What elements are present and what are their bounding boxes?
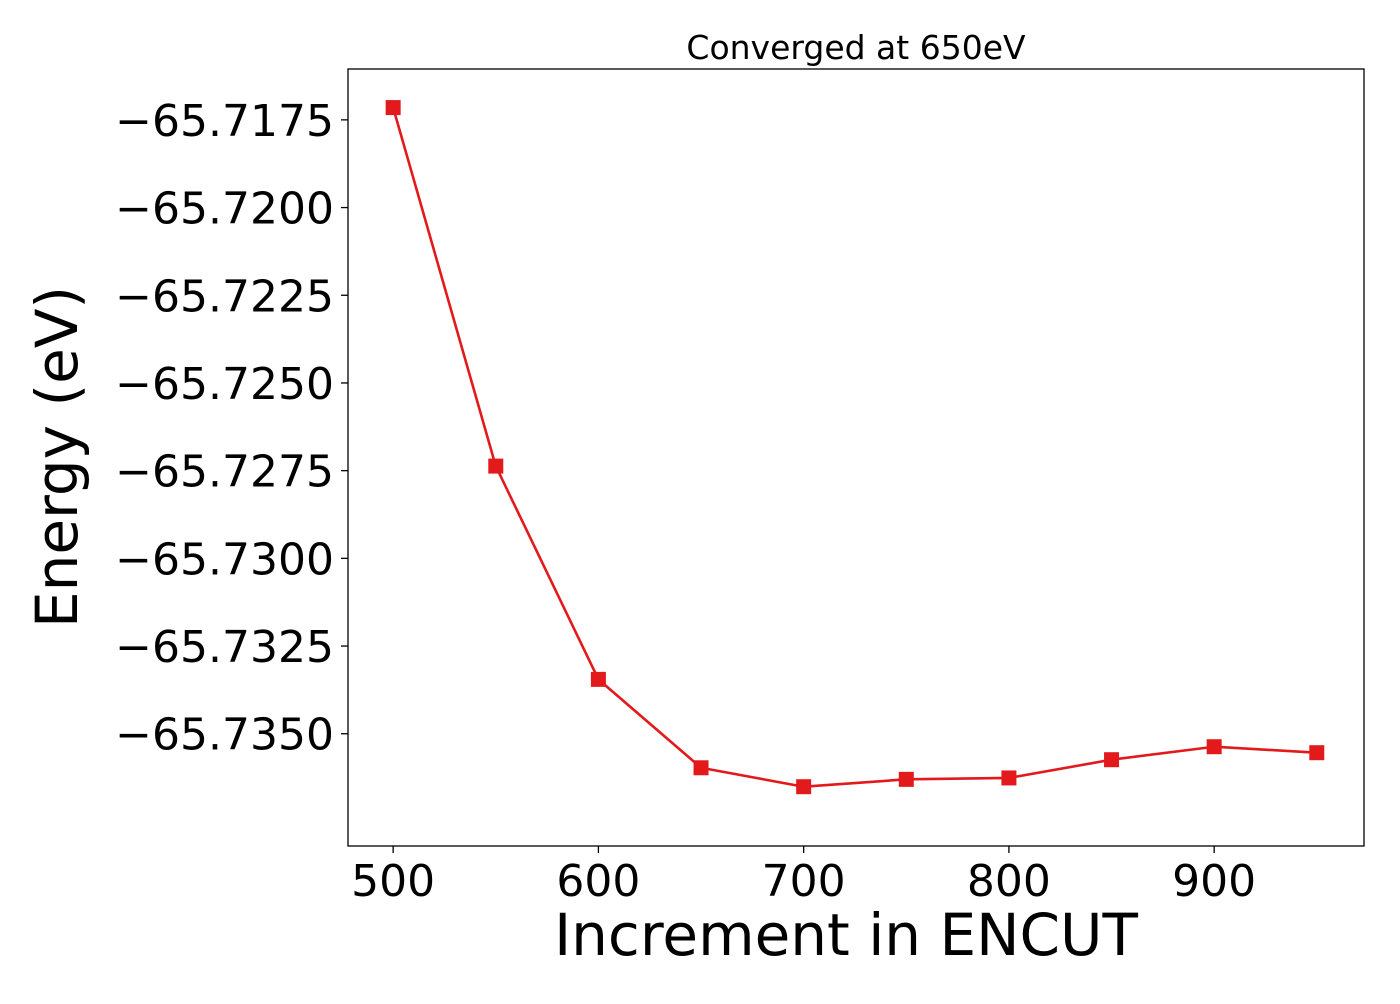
x-tick-label: 600 bbox=[556, 856, 640, 907]
y-tick-label: −65.7350 bbox=[115, 710, 334, 761]
data-point-marker bbox=[796, 779, 812, 795]
data-point-marker bbox=[898, 771, 914, 787]
data-point-marker bbox=[385, 100, 401, 116]
data-point-marker bbox=[1309, 745, 1325, 761]
y-tick-label: −65.7275 bbox=[115, 447, 334, 498]
y-axis-title: Energy (eV) bbox=[23, 286, 91, 628]
data-point-marker bbox=[1104, 752, 1120, 768]
y-tick-label: −65.7325 bbox=[115, 622, 334, 673]
x-tick-label: 900 bbox=[1172, 856, 1256, 907]
data-point-marker bbox=[693, 760, 709, 776]
y-tick-label: −65.7250 bbox=[115, 359, 334, 410]
x-axis-ticks: 500 600 700 800 900 bbox=[351, 846, 1256, 907]
x-tick-label: 700 bbox=[762, 856, 846, 907]
data-point-marker bbox=[1206, 739, 1222, 755]
y-tick-label: −65.7300 bbox=[115, 534, 334, 585]
y-axis-ticks: −65.7175 −65.7200 −65.7225 −65.7250 −65.7275… bbox=[115, 96, 348, 761]
data-point-marker bbox=[590, 671, 606, 687]
plot-frame bbox=[347, 68, 1365, 847]
chart-title: Converged at 650eV bbox=[686, 28, 1026, 67]
x-tick-label: 800 bbox=[967, 856, 1051, 907]
data-point-marker bbox=[1001, 770, 1017, 786]
data-point-marker bbox=[488, 458, 504, 474]
y-tick-label: −65.7175 bbox=[115, 96, 334, 147]
y-tick-label: −65.7200 bbox=[115, 184, 334, 235]
x-tick-label: 500 bbox=[351, 856, 435, 907]
y-tick-label: −65.7225 bbox=[115, 271, 334, 322]
x-axis-title: Increment in ENCUT bbox=[554, 901, 1138, 969]
series-line bbox=[391, 107, 1317, 789]
series-layer bbox=[385, 100, 1325, 795]
